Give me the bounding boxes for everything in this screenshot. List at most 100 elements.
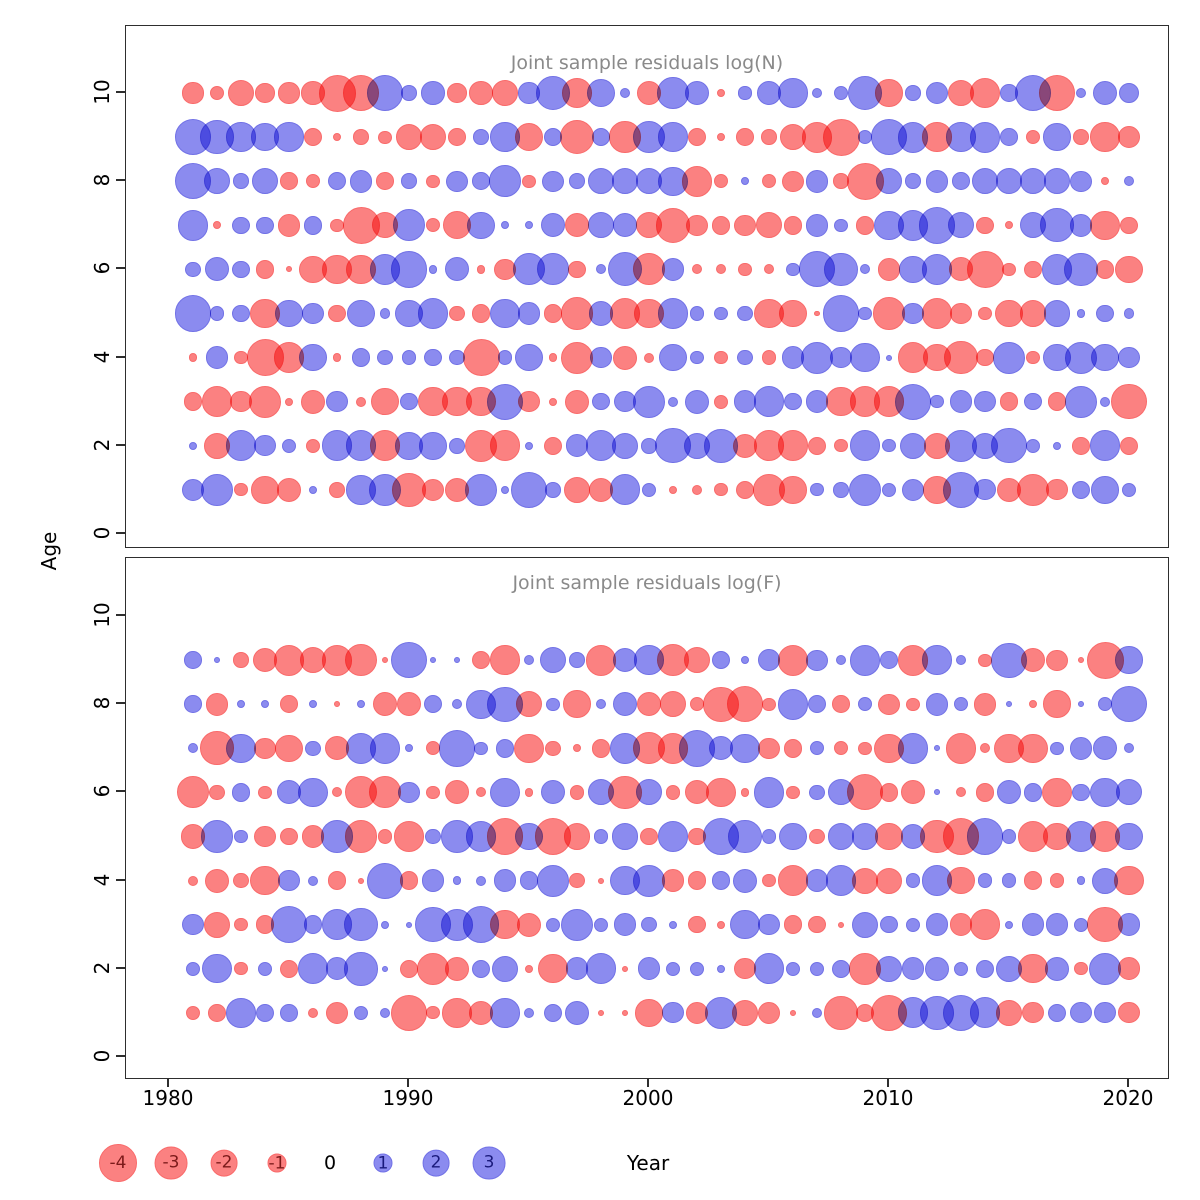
residual-bubble <box>942 471 980 509</box>
residual-bubble <box>619 87 631 99</box>
residual-bubble <box>565 434 589 458</box>
tick-mark <box>116 1055 125 1057</box>
residual-bubble <box>726 686 764 723</box>
residual-bubble <box>761 174 777 189</box>
residual-bubble <box>731 999 759 1026</box>
residual-bubble <box>953 961 969 976</box>
residual-bubble <box>270 906 308 943</box>
residual-bubble <box>857 697 873 712</box>
residual-bubble <box>1123 308 1135 319</box>
residual-bubble <box>231 783 251 802</box>
residual-bubble <box>278 82 300 104</box>
residual-bubble <box>1123 176 1135 187</box>
residual-bubble <box>875 168 903 195</box>
residual-bubble <box>203 911 231 938</box>
residual-bubble <box>390 642 428 679</box>
residual-bubble <box>689 697 705 712</box>
residual-bubble <box>212 221 222 230</box>
residual-bubble <box>1100 177 1110 186</box>
residual-bubble <box>1064 385 1097 418</box>
residual-bubble <box>1006 701 1012 708</box>
residual-bubble <box>1078 701 1084 708</box>
residual-bubble <box>1043 690 1071 718</box>
residual-bubble <box>953 697 969 712</box>
y-tick-label: 4 <box>90 873 114 886</box>
residual-bubble <box>522 174 536 188</box>
residual-bubble <box>251 168 279 195</box>
residual-bubble <box>810 483 824 497</box>
residual-bubble <box>300 389 326 414</box>
residual-bubble <box>753 386 785 418</box>
residual-bubble <box>905 873 921 888</box>
residual-bubble <box>806 649 828 671</box>
residual-bubble <box>711 216 731 235</box>
tick-mark <box>1127 1078 1129 1087</box>
residual-bubble <box>1123 743 1135 754</box>
residual-bubble <box>564 1000 590 1025</box>
residual-bubble <box>632 385 665 418</box>
residual-bubble <box>1019 300 1047 327</box>
residual-bubble <box>757 1001 781 1025</box>
residual-bubble <box>924 956 950 981</box>
residual-bubble <box>382 657 388 664</box>
y-tick-label: 8 <box>90 696 114 710</box>
residual-bubble <box>777 644 809 676</box>
residual-bubble <box>872 297 905 330</box>
residual-bubble <box>684 389 710 414</box>
residual-bubble <box>947 866 975 895</box>
residual-bubble <box>495 739 515 758</box>
residual-bubble <box>275 734 303 763</box>
residual-bubble <box>355 396 367 407</box>
residual-bubble <box>467 211 495 240</box>
residual-bubble <box>734 214 756 236</box>
residual-bubble <box>200 731 234 766</box>
residual-bubble <box>233 652 249 668</box>
residual-bubble <box>734 958 756 980</box>
residual-bubble <box>683 647 711 674</box>
residual-bubble <box>451 699 463 710</box>
residual-bubble <box>784 392 802 411</box>
tick-mark <box>116 267 125 270</box>
residual-bubble <box>490 298 520 329</box>
residual-bubble <box>523 655 535 666</box>
residual-bubble <box>643 352 655 363</box>
residual-bubble <box>545 482 561 498</box>
legend-item: 0 <box>324 1152 336 1174</box>
residual-bubble <box>875 867 903 894</box>
residual-bubble <box>661 869 685 892</box>
residual-bubble <box>740 655 750 665</box>
residual-bubble <box>227 79 255 107</box>
residual-bubble <box>254 435 276 457</box>
tick-mark <box>116 878 125 881</box>
residual-bubble <box>593 829 609 844</box>
residual-bubble <box>832 695 850 713</box>
residual-bubble <box>543 304 563 323</box>
residual-bubble <box>850 342 880 373</box>
residual-bubble <box>569 785 585 800</box>
residual-bubble <box>1046 479 1068 501</box>
residual-bubble <box>426 1006 440 1020</box>
residual-bubble <box>807 694 827 714</box>
residual-bubble <box>1052 441 1062 450</box>
residual-bubble <box>258 785 272 799</box>
residual-bubble <box>877 258 901 281</box>
residual-bubble <box>1114 865 1144 896</box>
residual-bubble <box>378 130 392 144</box>
residual-bubble <box>995 299 1023 328</box>
residual-bubble <box>233 872 249 889</box>
residual-bubble <box>519 871 539 890</box>
residual-bubble <box>232 216 250 235</box>
legend-circle: 2 <box>422 1149 450 1177</box>
residual-bubble <box>966 250 1004 288</box>
residual-bubble <box>1074 962 1088 976</box>
x-tick-label: 2000 <box>622 1086 674 1110</box>
residual-bubble <box>1072 437 1090 455</box>
residual-bubble <box>187 875 199 886</box>
residual-bubble <box>275 299 303 328</box>
residual-bubble <box>1049 873 1065 888</box>
residual-bubble <box>277 213 301 237</box>
residual-bubble <box>452 876 462 885</box>
residual-bubble <box>307 875 319 886</box>
residual-bubble <box>661 258 685 281</box>
